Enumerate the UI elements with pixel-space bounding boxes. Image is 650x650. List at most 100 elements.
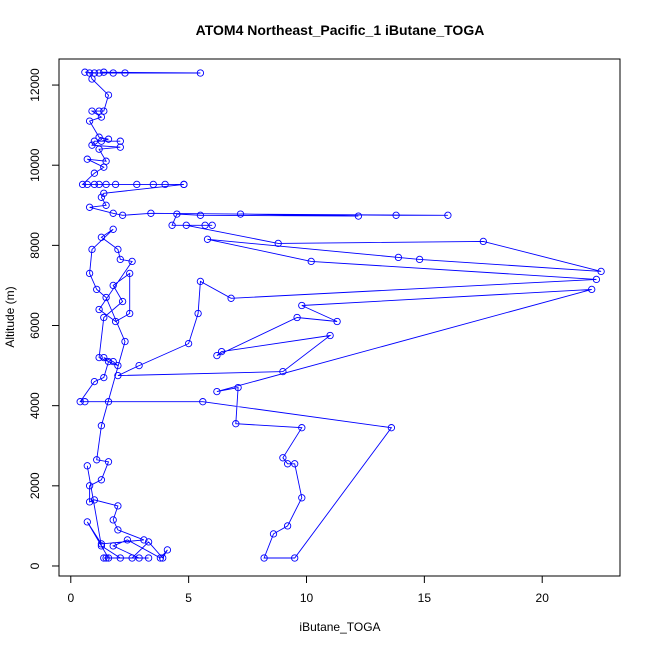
data-point <box>90 377 99 386</box>
data-point <box>135 361 143 370</box>
data-point <box>109 516 117 524</box>
data-point <box>95 69 103 77</box>
data-point <box>298 301 306 310</box>
data-point <box>118 211 127 219</box>
y-tick-label: 10000 <box>28 148 42 182</box>
data-point <box>88 107 96 115</box>
data-point <box>326 331 334 340</box>
data-point <box>149 180 157 189</box>
data-point <box>135 554 143 562</box>
data-point <box>85 269 94 278</box>
y-tick-label: 0 <box>28 562 42 569</box>
data-point <box>161 180 169 189</box>
data-point <box>109 357 117 366</box>
data-point <box>227 294 235 302</box>
data-point <box>104 135 113 143</box>
data-point <box>196 211 205 219</box>
data-point <box>234 383 242 392</box>
data-point <box>104 91 113 99</box>
data-point <box>93 285 101 294</box>
data-point <box>279 454 287 462</box>
x-tick-label: 5 <box>185 591 192 605</box>
data-point <box>109 69 117 77</box>
data-point <box>479 237 487 246</box>
data-point <box>90 69 99 77</box>
data-point <box>144 538 153 546</box>
data-point <box>109 542 117 550</box>
data-point <box>274 239 282 248</box>
data-point <box>83 462 91 470</box>
data-point <box>95 145 103 153</box>
x-tick-label: 15 <box>418 591 432 605</box>
x-tick-label: 10 <box>300 591 314 605</box>
data-point <box>298 494 306 502</box>
data-point <box>298 424 306 432</box>
data-point <box>104 458 113 466</box>
chart-title: ATOM4 Northeast_Pacific_1 iButane_TOGA <box>196 22 485 38</box>
data-point <box>100 313 108 322</box>
data-point <box>102 201 110 209</box>
data-point <box>95 305 103 314</box>
data-point <box>76 398 84 406</box>
data-point <box>114 245 122 254</box>
data-point <box>111 180 120 189</box>
data-point <box>283 522 292 530</box>
data-point <box>123 536 132 544</box>
data-point <box>232 420 240 428</box>
y-tick-label: 8000 <box>28 232 42 259</box>
data-point <box>201 221 209 229</box>
x-axis: 0 5 10 15 20 <box>67 575 550 605</box>
x-axis-label: iButane_TOGA <box>299 620 380 634</box>
y-tick-label: 4000 <box>28 392 42 419</box>
data-point <box>415 255 424 264</box>
data-point <box>97 476 106 484</box>
data-point <box>140 536 148 544</box>
data-point <box>392 211 400 219</box>
data-point <box>81 68 89 76</box>
data-point <box>85 117 94 125</box>
data-point <box>194 309 202 318</box>
data-point <box>180 180 188 189</box>
data-point <box>95 180 103 189</box>
data-point <box>199 398 207 406</box>
data-point <box>147 209 155 217</box>
data-point <box>100 107 108 115</box>
data-point <box>83 518 91 526</box>
data-point <box>95 133 103 141</box>
series-layer <box>76 68 605 562</box>
data-point <box>97 422 106 430</box>
data-point <box>283 460 292 468</box>
data-point <box>102 180 110 189</box>
data-point <box>118 297 127 306</box>
data-point <box>597 267 605 276</box>
data-point <box>260 554 268 562</box>
data-point <box>121 69 129 77</box>
data-point <box>592 275 601 284</box>
data-point <box>88 245 96 254</box>
data-point <box>100 163 108 171</box>
data-point <box>114 502 122 510</box>
y-tick-label: 2000 <box>28 472 42 499</box>
y-tick-label: 6000 <box>28 312 42 339</box>
data-point <box>95 353 103 362</box>
y-axis: 0 2000 4000 6000 8000 10000 12000 <box>28 68 60 569</box>
data-point <box>85 498 94 506</box>
data-point <box>90 137 99 145</box>
data-point <box>196 69 205 77</box>
data-point <box>184 339 193 348</box>
data-point <box>126 269 134 278</box>
data-point <box>588 285 596 294</box>
data-point <box>196 277 205 286</box>
data-point <box>97 113 106 121</box>
data-point <box>307 257 315 266</box>
data-point <box>291 460 299 468</box>
data-point <box>213 387 221 396</box>
data-point <box>100 554 108 562</box>
data-point <box>213 351 221 360</box>
data-point <box>85 203 94 211</box>
x-tick-label: 20 <box>536 591 550 605</box>
data-point <box>173 210 181 218</box>
data-point <box>126 309 134 318</box>
data-point <box>116 255 124 264</box>
